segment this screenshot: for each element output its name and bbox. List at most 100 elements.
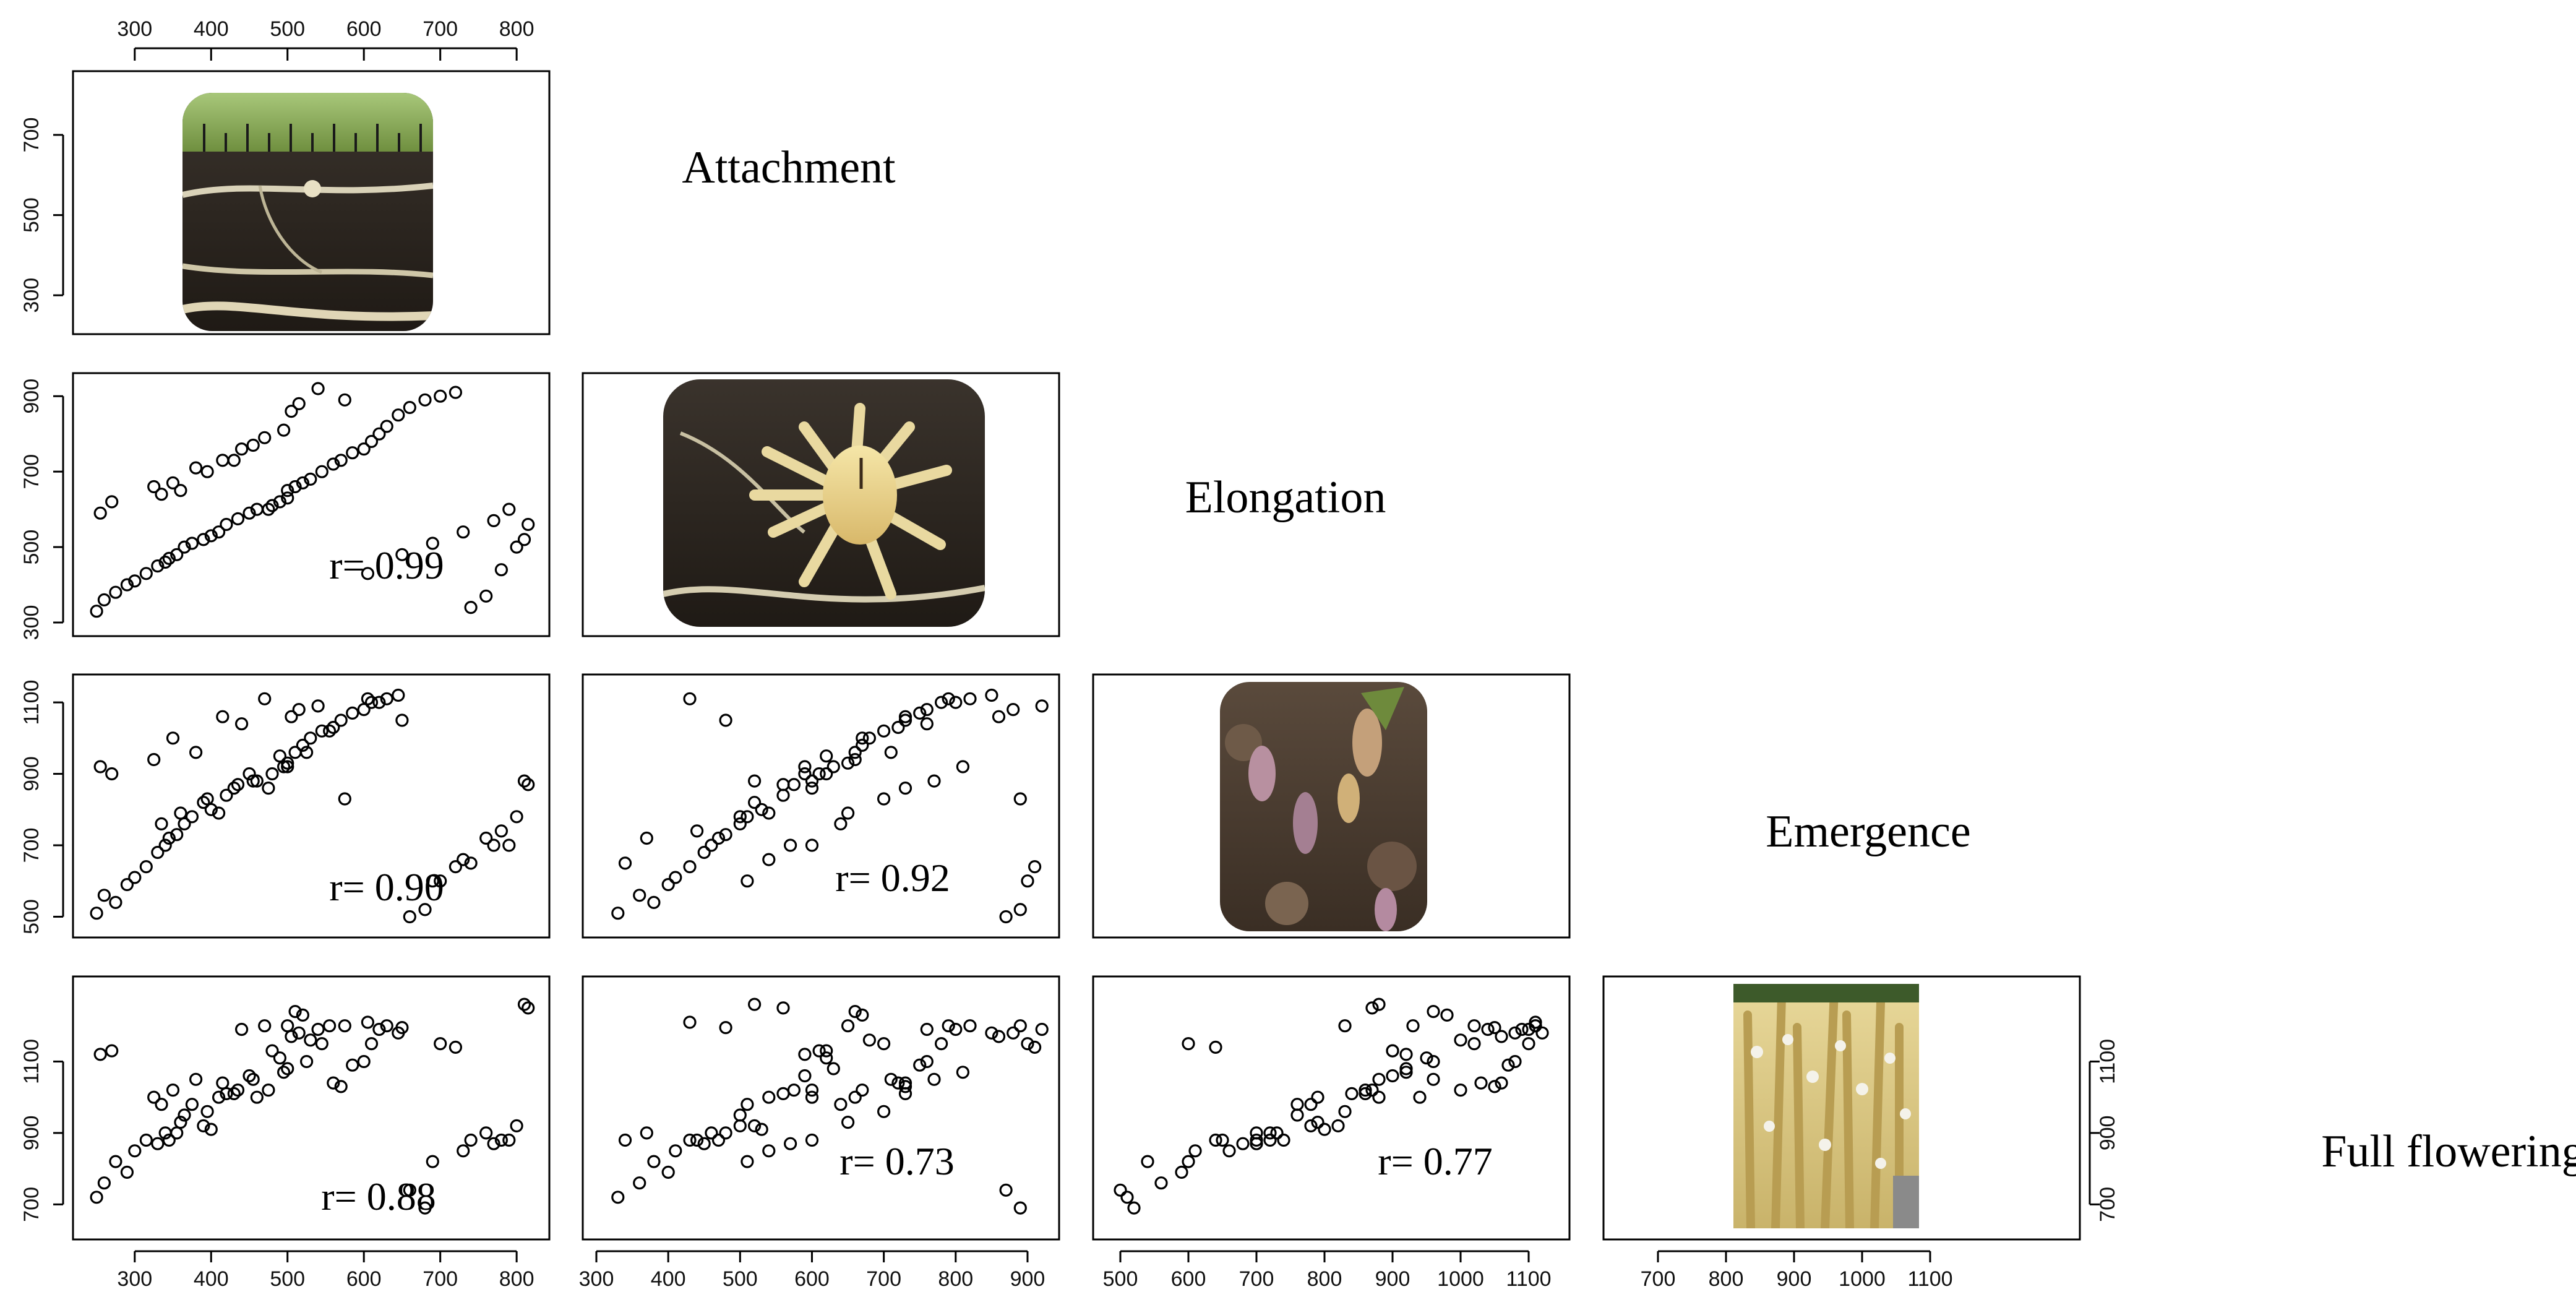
left-axis-tick-label: 900 [20,756,43,791]
point-emergence-vs-elongation [841,806,855,820]
point-full-flowering-vs-attachment [273,1051,286,1065]
point-full-flowering-vs-elongation [798,1048,812,1061]
point-elongation-vs-attachment [327,457,340,471]
bottom-axis-tick-label: 1000 [1437,1267,1484,1291]
point-full-flowering-vs-elongation [1028,1040,1042,1054]
point-elongation-vs-attachment [292,397,306,411]
point-full-flowering-vs-attachment [166,1083,180,1097]
point-emergence-vs-attachment [258,692,272,705]
point-emergence-vs-elongation [862,731,877,745]
point-full-flowering-vs-emergence [1365,1083,1379,1097]
point-full-flowering-vs-emergence [1529,1019,1542,1033]
elongation-photo [663,379,985,627]
point-emergence-vs-attachment [109,895,122,910]
point-full-flowering-vs-emergence [1318,1123,1331,1136]
bottom-axis-tick-label: 800 [1709,1267,1744,1291]
point-emergence-vs-elongation [711,831,726,845]
point-emergence-vs-elongation [762,806,776,820]
point-elongation-vs-attachment [346,446,359,460]
point-emergence-vs-attachment [338,792,351,806]
right-axis-tick-label: 900 [2096,1116,2119,1151]
point-full-flowering-vs-attachment [346,1058,359,1072]
point-full-flowering-vs-attachment [277,1066,291,1079]
point-full-flowering-vs-elongation [841,1115,855,1129]
point-elongation-vs-attachment [418,393,432,407]
point-full-flowering-vs-attachment [300,1054,314,1069]
point-emergence-vs-attachment [522,778,535,791]
point-emergence-vs-elongation [798,760,812,774]
point-full-flowering-vs-attachment [262,1083,275,1097]
point-emergence-vs-elongation [1035,699,1049,713]
point-full-flowering-vs-attachment [189,1072,203,1086]
point-full-flowering-vs-attachment [250,1090,264,1104]
left-axis-tick-label: 500 [20,899,43,934]
point-emergence-vs-attachment [494,824,509,838]
point-elongation-vs-attachment [243,506,256,520]
point-emergence-vs-attachment [304,731,317,745]
point-emergence-vs-attachment [346,706,359,720]
r-label-emergence-attachment: r= 0.90 [329,865,444,909]
point-full-flowering-vs-emergence [1372,998,1386,1011]
point-emergence-vs-attachment [147,752,161,767]
point-elongation-vs-attachment [296,476,309,490]
point-full-flowering-vs-attachment [426,1155,439,1168]
diag-label-elongation: Elongation [1185,472,1386,523]
point-elongation-vs-attachment [162,551,176,566]
point-elongation-vs-attachment [304,472,317,486]
left-axis-tick-label: 700 [20,118,43,153]
point-full-flowering-vs-elongation [669,1144,682,1158]
point-full-flowering-vs-elongation [776,1001,790,1015]
bottom-axis-tick-label: 600 [346,1267,382,1291]
point-full-flowering-vs-emergence [1182,1036,1195,1051]
point-emergence-vs-elongation [762,853,776,866]
point-elongation-vs-attachment [426,536,439,550]
point-elongation-vs-attachment [90,605,103,618]
point-full-flowering-vs-elongation [848,1004,862,1019]
point-emergence-vs-attachment [170,828,184,842]
point-full-flowering-vs-emergence [1420,1051,1433,1065]
bottom-axis-tick-label: 900 [1010,1267,1045,1291]
point-full-flowering-vs-elongation [719,1020,732,1035]
point-emergence-vs-attachment [189,746,203,759]
point-emergence-vs-attachment [464,856,478,870]
point-full-flowering-vs-emergence [1263,1126,1277,1140]
point-emergence-vs-elongation [783,838,797,852]
bottom-axis-tick-label: 900 [1777,1267,1812,1291]
point-full-flowering-vs-elongation [719,1126,732,1140]
point-full-flowering-vs-attachment [449,1040,463,1054]
point-emergence-vs-attachment [243,767,256,781]
point-emergence-vs-elongation [805,838,819,852]
point-full-flowering-vs-attachment [185,1098,199,1111]
point-emergence-vs-elongation [705,838,718,852]
point-full-flowering-vs-elongation [741,1098,754,1111]
point-emergence-vs-attachment [403,910,416,924]
point-elongation-vs-attachment [288,480,302,494]
point-full-flowering-vs-emergence [1481,1022,1495,1036]
point-emergence-vs-attachment [128,871,142,884]
point-full-flowering-vs-attachment [285,1030,298,1043]
point-emergence-vs-attachment [216,710,230,723]
point-elongation-vs-attachment [372,427,386,441]
point-full-flowering-vs-emergence [1154,1176,1168,1190]
point-full-flowering-vs-emergence [1114,1183,1127,1197]
point-elongation-vs-attachment [93,506,107,520]
point-elongation-vs-attachment [285,404,298,418]
point-full-flowering-vs-elongation [812,1044,826,1058]
point-emergence-vs-elongation [934,696,948,709]
point-full-flowering-vs-emergence [1440,1008,1454,1022]
point-full-flowering-vs-emergence [1427,1072,1440,1086]
point-elongation-vs-attachment [246,438,260,452]
point-full-flowering-vs-attachment [265,1044,279,1058]
point-full-flowering-vs-elongation [783,1137,797,1150]
point-emergence-vs-elongation [805,781,819,795]
point-full-flowering-vs-elongation [820,1051,833,1065]
point-emergence-vs-elongation [891,720,905,735]
point-full-flowering-vs-attachment [457,1144,470,1158]
bottom-axis-tick-label: 700 [423,1267,458,1291]
point-full-flowering-vs-emergence [1250,1137,1263,1150]
point-emergence-vs-elongation [647,895,661,910]
point-emergence-vs-attachment [281,760,294,774]
point-full-flowering-vs-elongation [949,1022,963,1036]
bottom-axis-tick-label: 700 [866,1267,901,1291]
point-elongation-vs-attachment [277,423,291,437]
